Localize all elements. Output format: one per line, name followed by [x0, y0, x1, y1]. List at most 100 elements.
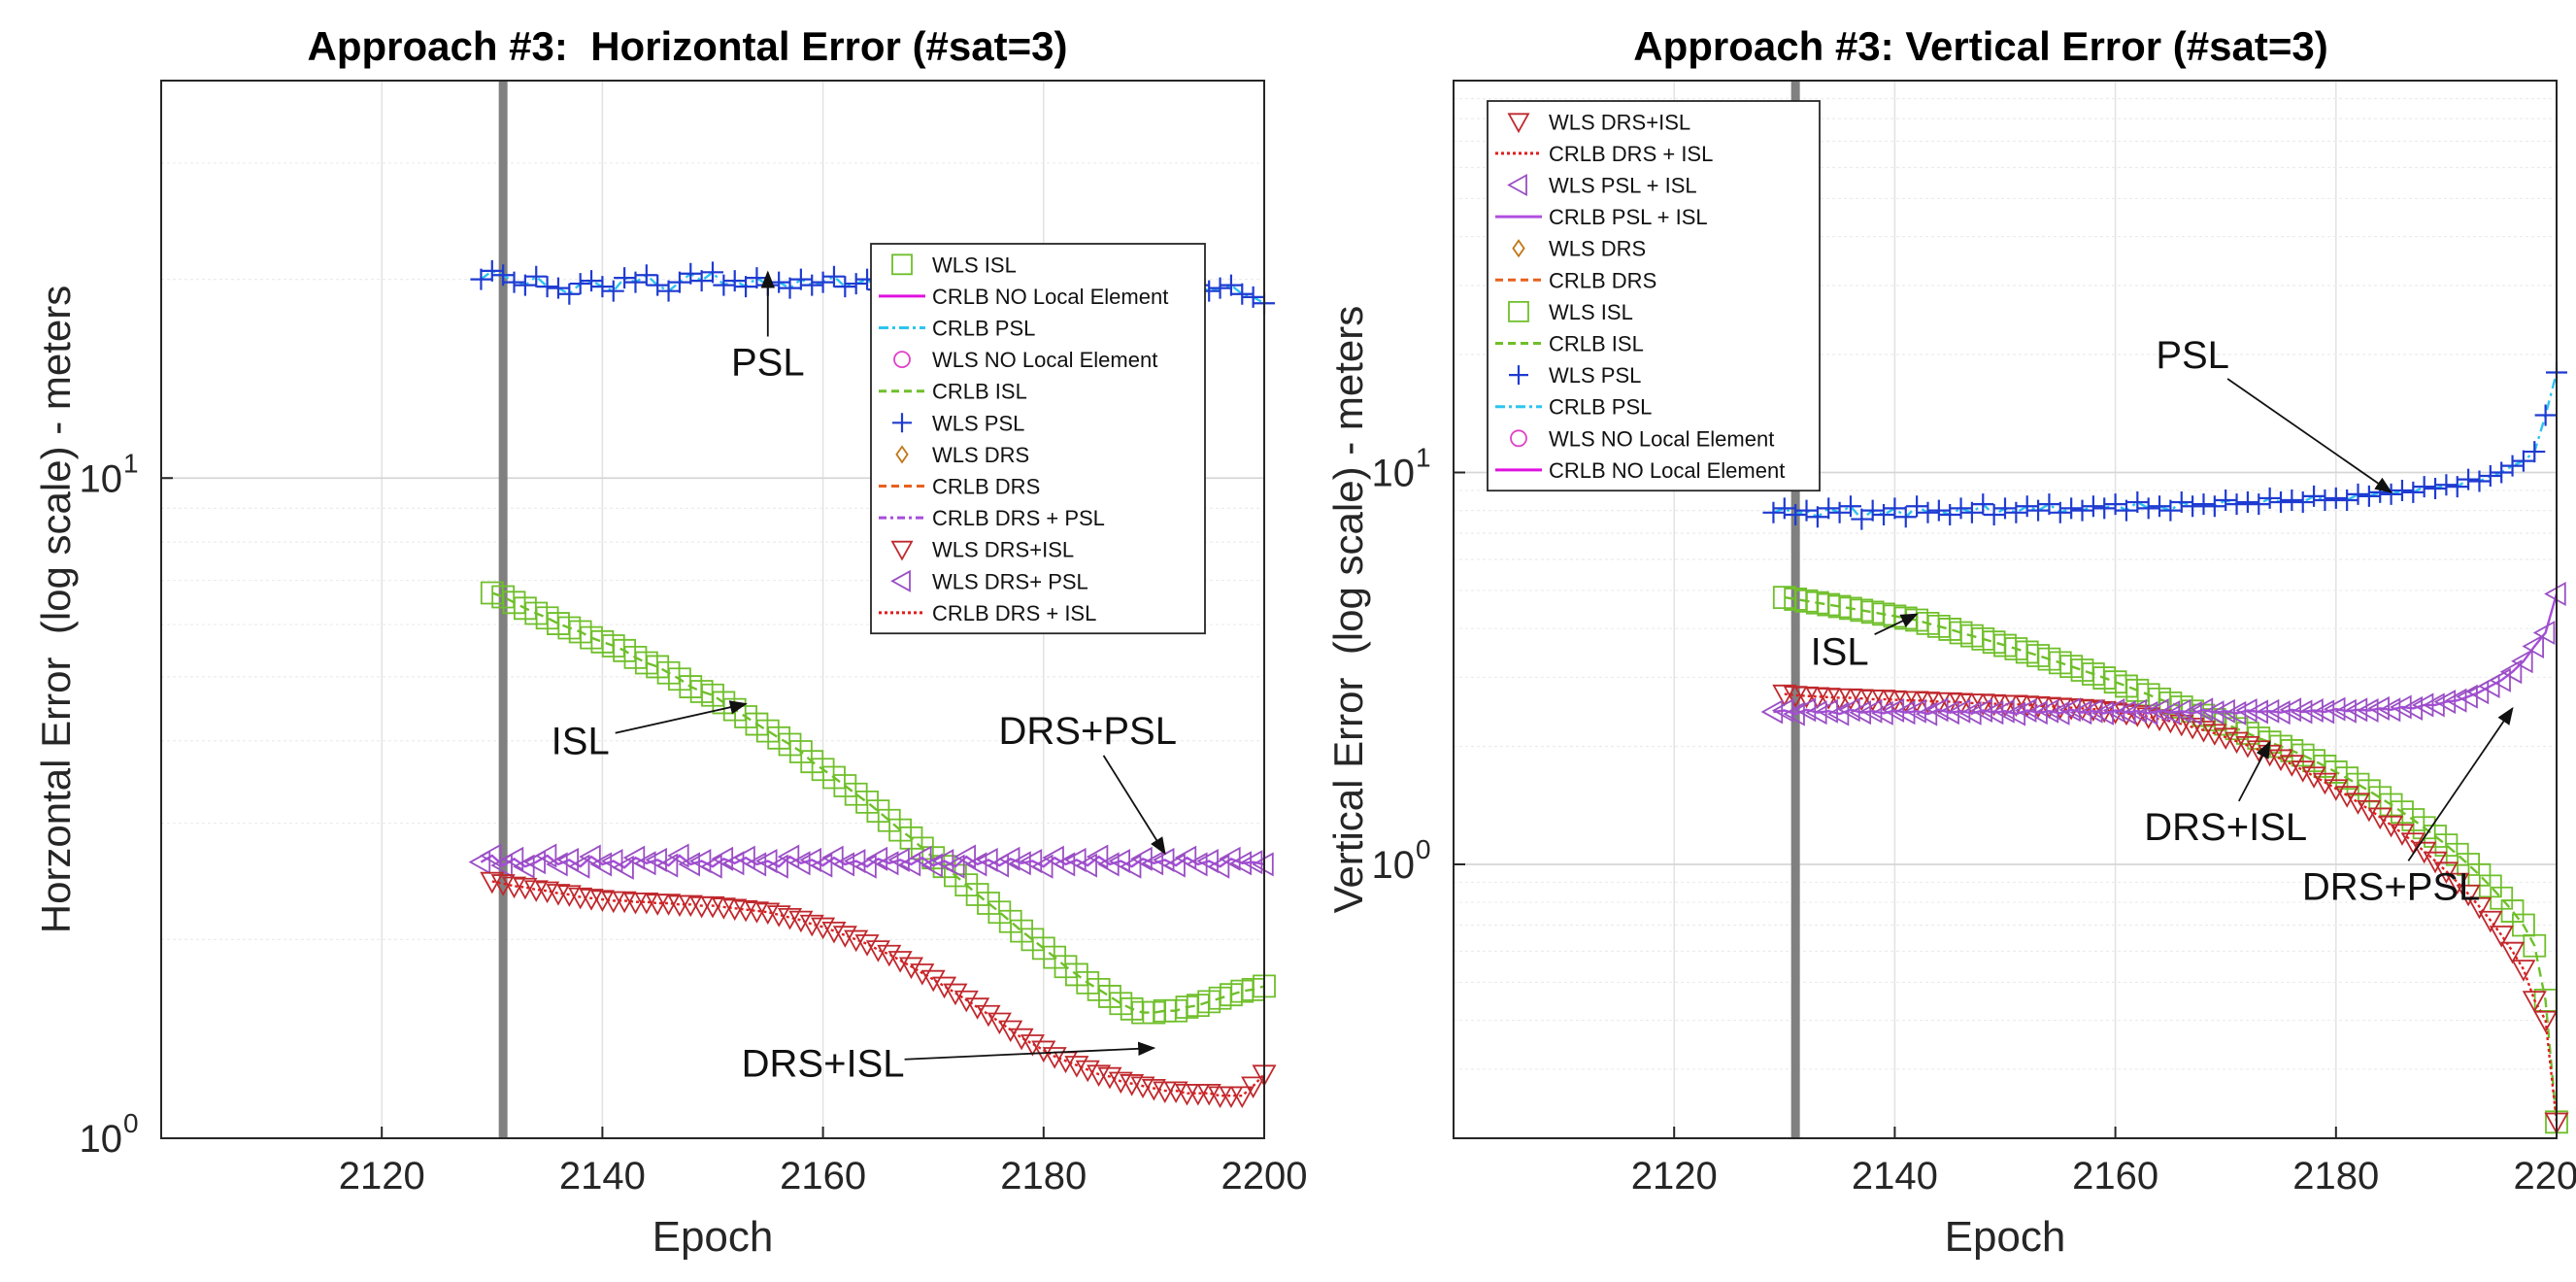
y-tick-base: 10: [1372, 452, 1416, 494]
data-point: [2511, 649, 2533, 674]
data-point: [2104, 493, 2126, 516]
data-point: [2478, 874, 2502, 898]
data-point: [470, 268, 492, 290]
data-point: [1220, 274, 1242, 296]
y-tick-label: 10 1: [1372, 442, 1431, 494]
data-point: [1992, 698, 2015, 724]
data-point: [2544, 581, 2566, 607]
data-point: [1771, 697, 1794, 724]
data-point: [1871, 700, 1893, 725]
data-point: [2500, 899, 2525, 923]
data-point: [733, 845, 755, 870]
data-point: [1873, 504, 1895, 526]
data-point: [1816, 698, 1838, 724]
data-point: [668, 271, 690, 293]
data-point: [1220, 983, 1243, 1007]
series-psl: [1762, 361, 2567, 530]
data-point: [1927, 499, 1950, 522]
data-point: [887, 951, 913, 973]
data-point: [581, 270, 603, 292]
data-point: [1208, 986, 1232, 1010]
crlb-line-drsisl: [1784, 692, 2559, 1123]
data-point: [2413, 476, 2435, 498]
y-tick-base: 10: [80, 457, 123, 500]
data-point: [1925, 697, 1949, 723]
data-point: [2081, 698, 2103, 724]
data-point: [2458, 468, 2480, 490]
data-point: [481, 259, 503, 282]
data-point: [2182, 495, 2204, 518]
y-tick-base: 10: [80, 1118, 123, 1161]
data-point: [680, 262, 702, 285]
legend-label: CRLB PSL: [1549, 395, 1652, 420]
legend-label: CRLB NO Local Element: [932, 285, 1168, 309]
data-point: [1970, 697, 1992, 724]
data-point: [1163, 853, 1186, 878]
legend-label: WLS ISL: [1549, 300, 1633, 324]
data-point: [655, 853, 679, 878]
data-point: [777, 844, 800, 869]
data-point: [777, 907, 803, 930]
x-tick-label: 2200: [1221, 1155, 1308, 1198]
data-point: [998, 1020, 1023, 1043]
data-point: [1818, 497, 1840, 520]
legend-item: CRLB DRS: [1495, 268, 1656, 292]
data-point: [2248, 493, 2270, 516]
data-point: [2511, 960, 2536, 982]
annotation: DRS+PSL: [999, 710, 1177, 856]
data-point: [2390, 824, 2415, 846]
data-point: [832, 852, 855, 877]
data-point: [1240, 850, 1263, 875]
data-point: [2433, 861, 2459, 884]
data-point: [569, 273, 591, 295]
data-point: [2038, 493, 2060, 516]
data-point: [1773, 497, 1795, 520]
data-point: [1904, 698, 1926, 724]
legend-item: CRLB DRS + ISL: [879, 601, 1096, 625]
crlb-line-isl: [491, 591, 1265, 1014]
data-point: [535, 881, 560, 904]
data-point: [2201, 700, 2225, 725]
legend-label: CRLB DRS + ISL: [1549, 142, 1713, 166]
legend-box: [870, 243, 1206, 635]
data-point: [1242, 286, 1264, 308]
data-point: [2433, 690, 2457, 715]
data-point: [2170, 491, 2192, 514]
data-point: [910, 963, 935, 986]
data-point: [2489, 667, 2511, 692]
data-point: [1097, 852, 1120, 877]
legend-item: WLS ISL: [1508, 300, 1633, 324]
data-point: [2225, 493, 2248, 516]
data-point: [1229, 851, 1252, 876]
data-point: [2467, 862, 2492, 887]
legend-label: WLS NO Local Element: [932, 348, 1157, 372]
x-tick-label: 2120: [339, 1155, 425, 1198]
data-point: [2390, 694, 2412, 720]
data-point: [2202, 724, 2227, 746]
data-point: [2168, 698, 2191, 724]
data-point: [2357, 697, 2379, 724]
data-point: [2479, 465, 2501, 488]
data-point: [1075, 853, 1097, 878]
legend-label: CRLB ISL: [932, 380, 1027, 404]
data-point: [2235, 697, 2258, 724]
data-point: [678, 852, 700, 877]
legend-label: CRLB PSL + ISL: [1549, 205, 1708, 229]
data-point: [1020, 1034, 1045, 1057]
data-point: [898, 852, 921, 877]
data-point: [1793, 697, 1817, 723]
data-point: [909, 845, 932, 870]
data-point: [2533, 1010, 2559, 1033]
data-point: [2027, 499, 2050, 522]
legend-item: WLS PSL + ISL: [1507, 174, 1697, 198]
chart-title: Approach #3: Vertical Error (#sat=3): [1633, 23, 2327, 69]
legend-marker-swatch: [891, 253, 913, 276]
legend-label: CRLB NO Local Element: [1549, 458, 1785, 483]
data-point: [2082, 495, 2104, 518]
data-point: [2047, 700, 2070, 725]
legend-item: CRLB PSL + ISL: [1495, 205, 1708, 229]
data-point: [556, 885, 582, 907]
data-point: [1142, 1000, 1166, 1025]
data-point: [558, 283, 581, 305]
